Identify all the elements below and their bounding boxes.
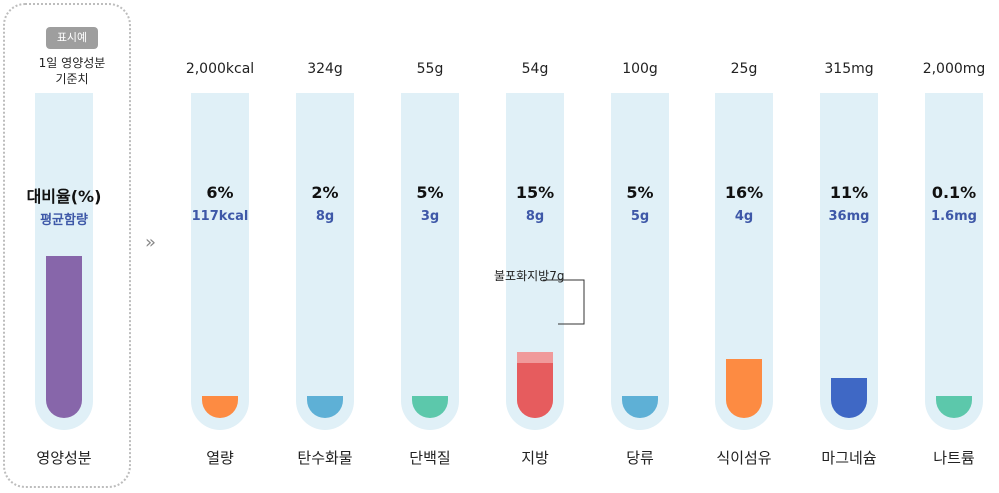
daily-value-label: 324g xyxy=(307,61,343,77)
tube-2 xyxy=(401,93,459,430)
bar-6 xyxy=(831,377,867,418)
category-label: 당류 xyxy=(626,449,654,467)
tube-5 xyxy=(715,93,773,430)
amount-label: 8g xyxy=(315,209,335,224)
category-label: 식이섬유 xyxy=(716,449,772,467)
double-chevron-right-icon: » xyxy=(145,232,156,253)
amount-label: 36mg xyxy=(828,209,870,224)
sub-segment-label: 불포화지방7g xyxy=(494,269,565,283)
legend-line-2: 기준치 xyxy=(55,72,89,86)
tube-1 xyxy=(296,93,354,430)
percent-label: 5% xyxy=(626,183,654,202)
amount-label: 4g xyxy=(734,209,754,224)
daily-value-label: 100g xyxy=(622,61,658,77)
legend-pct-label: 대비율(%) xyxy=(26,187,102,206)
bar-3 xyxy=(517,362,553,418)
amount-label: 117kcal xyxy=(191,209,249,224)
bar-2 xyxy=(412,396,448,418)
legend-tag: 표시예 xyxy=(46,27,98,49)
category-label: 마그네슘 xyxy=(821,449,877,467)
amount-label: 8g xyxy=(525,209,545,224)
percent-label: 16% xyxy=(724,183,764,202)
legend-box: 표시예 1일 영양성분 기준치 xyxy=(3,3,131,488)
category-label: 지방 xyxy=(521,449,549,467)
legend-fill xyxy=(46,256,82,418)
bar-1 xyxy=(307,396,343,418)
bar-4 xyxy=(622,396,658,418)
percent-label: 15% xyxy=(515,183,555,202)
percent-label: 2% xyxy=(311,183,339,202)
daily-value-label: 25g xyxy=(730,61,758,77)
category-label: 열량 xyxy=(206,449,234,467)
category-label: 단백질 xyxy=(409,449,451,467)
bar-0 xyxy=(202,395,238,418)
daily-value-label: 315mg xyxy=(824,61,874,77)
daily-value-label: 2,000mg xyxy=(922,61,986,77)
amount-label: 5g xyxy=(630,209,650,224)
tube-6 xyxy=(820,93,878,430)
tube-7 xyxy=(925,93,983,430)
category-label: 탄수화물 xyxy=(297,449,353,467)
percent-label: 11% xyxy=(829,183,869,202)
percent-label: 5% xyxy=(416,183,444,202)
daily-value-label: 55g xyxy=(416,61,444,77)
amount-label: 1.6mg xyxy=(931,209,977,224)
amount-label: 3g xyxy=(420,209,440,224)
tube-0 xyxy=(191,93,249,430)
tube-3 xyxy=(506,93,564,430)
legend-avg-label: 평균함량 xyxy=(40,213,88,228)
legend-tube xyxy=(35,93,93,430)
percent-label: 6% xyxy=(206,183,234,202)
bar-7 xyxy=(936,396,972,418)
percent-label: 0.1% xyxy=(931,183,977,202)
bar-5 xyxy=(726,359,762,418)
legend-daily-value-label: 1일 영양성분 기준치 xyxy=(15,55,129,87)
legend-line-1: 1일 영양성분 xyxy=(38,56,106,70)
category-label: 나트륨 xyxy=(933,449,975,467)
daily-value-label: 2,000kcal xyxy=(185,61,255,77)
legend-name-label: 영양성분 xyxy=(36,449,92,467)
daily-value-label: 54g xyxy=(521,61,549,77)
tube-4 xyxy=(611,93,669,430)
